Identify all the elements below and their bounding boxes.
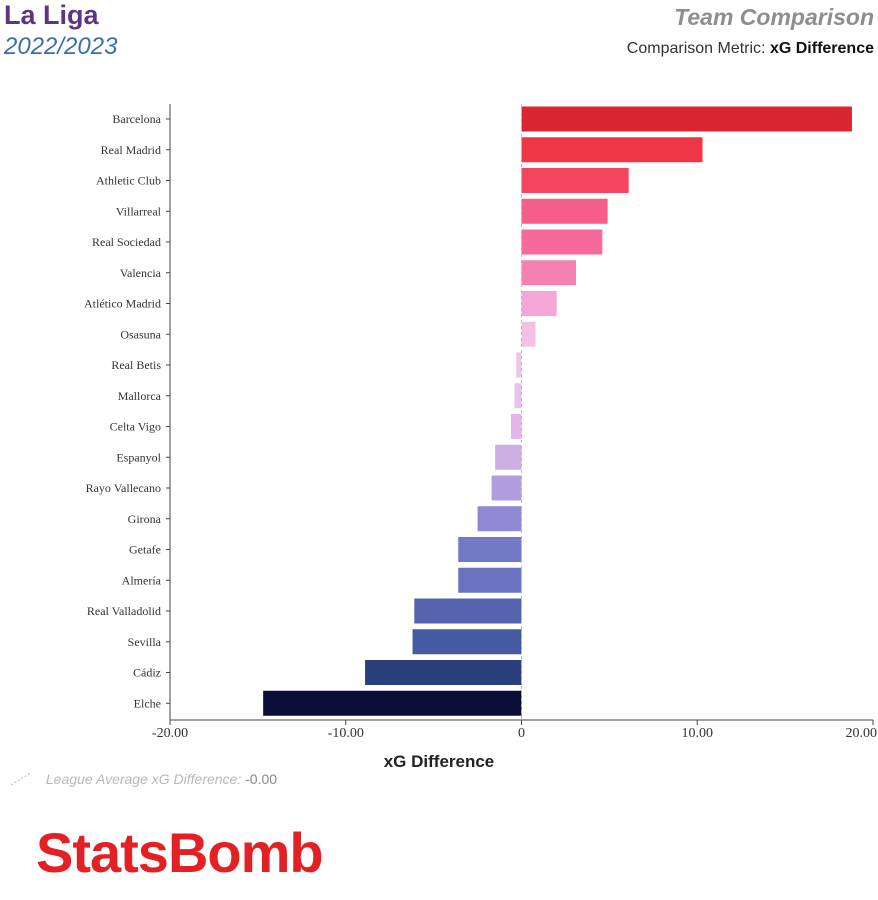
statsbomb-logo: StatsBomb (36, 821, 324, 884)
bar (365, 660, 522, 685)
y-tick-label: Cádiz (133, 666, 161, 680)
y-tick-label: Getafe (129, 543, 161, 557)
y-tick-label: Real Sociedad (92, 235, 161, 249)
league-average-value: -0.00 (245, 771, 278, 787)
bar (514, 383, 522, 409)
y-tick-label: Barcelona (112, 112, 161, 126)
league-average-label: League Average xG Difference: (45, 771, 242, 787)
bar-chart: Barcelona Real Madrid Athletic Club Villarr… (84, 104, 878, 741)
x-tick-label: -20.00 (152, 726, 188, 741)
y-tick-label: Elche (134, 696, 161, 710)
y-tick-label: Valencia (120, 266, 162, 280)
bar (414, 598, 522, 624)
bar (477, 506, 522, 532)
x-tick-label: 10.00 (682, 726, 714, 741)
bar (458, 537, 522, 562)
x-tick-label: -10.00 (328, 726, 364, 741)
bar (521, 106, 852, 132)
y-tick-label: Sevilla (128, 635, 162, 649)
bar (521, 137, 703, 163)
metric-prefix: Comparison Metric: (626, 40, 766, 57)
y-tick-label: Girona (128, 512, 162, 526)
y-tick-label: Real Valladolid (87, 604, 161, 618)
league-average-legend: League Average xG Difference: -0.00 (10, 771, 277, 787)
y-tick-label: Atlético Madrid (84, 297, 161, 311)
bar (263, 690, 522, 716)
y-tick-label: Villarreal (116, 204, 162, 218)
dashed-line-icon (10, 772, 32, 786)
y-tick-label: Mallorca (118, 389, 162, 403)
bar (510, 414, 522, 439)
x-axis-label: xG Difference (383, 752, 495, 771)
bar (458, 567, 522, 593)
metric-name: xG Difference (769, 40, 874, 57)
x-tick-label: 20.00 (846, 726, 878, 741)
y-tick-label: Almería (122, 573, 162, 587)
bar (412, 629, 522, 655)
y-tick-label: Espanyol (116, 450, 161, 464)
y-tick-label: Celta Vigo (110, 420, 161, 434)
bar (521, 321, 536, 347)
bar (521, 168, 629, 193)
y-tick-label: Athletic Club (96, 174, 161, 188)
bar (516, 352, 522, 378)
season-label: 2022/2023 (4, 33, 118, 60)
y-tick-label: Osasuna (120, 327, 161, 341)
league-title: La Liga (4, 0, 99, 30)
bar (521, 260, 576, 286)
bar (521, 291, 557, 316)
bar (495, 444, 522, 470)
bar (521, 198, 608, 224)
y-tick-label: Real Madrid (101, 143, 161, 157)
metric-label: Comparison Metric: xG Difference (627, 40, 874, 58)
page-title: Team Comparison (674, 4, 874, 30)
y-tick-label: Real Betis (111, 358, 161, 372)
x-tick-label: 0 (518, 726, 525, 741)
y-tick-label: Rayo Vallecano (86, 481, 161, 495)
bar (521, 229, 603, 255)
bar (491, 475, 522, 501)
